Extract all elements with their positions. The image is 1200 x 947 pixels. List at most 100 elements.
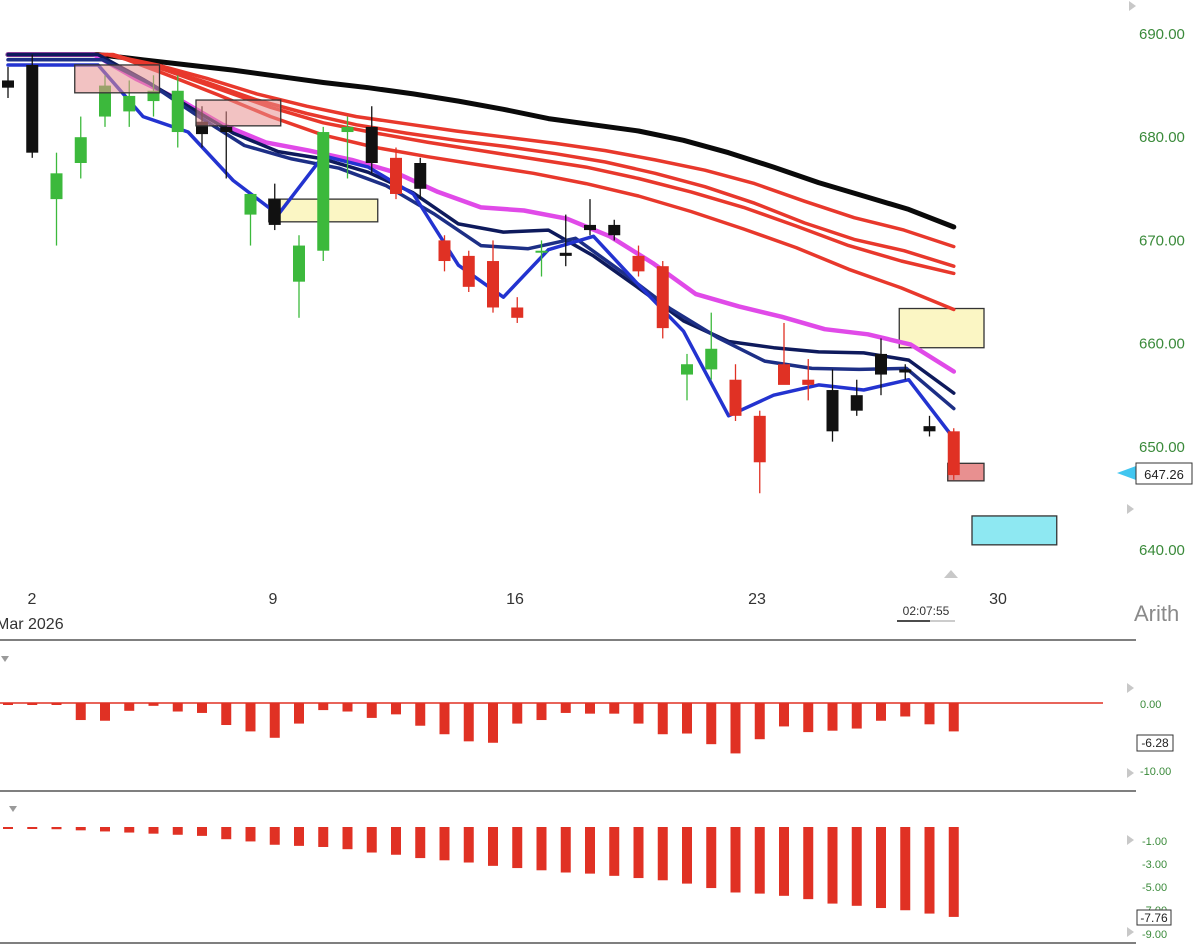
osc2-bar — [245, 827, 256, 842]
osc2-bar — [779, 827, 789, 896]
price-panel[interactable] — [2, 52, 1058, 546]
candle — [365, 106, 378, 174]
price-tick: 640.00 — [1139, 542, 1185, 559]
triangle-left-icon — [1127, 835, 1134, 845]
osc2-bar — [948, 827, 959, 917]
scale-mode-button[interactable]: Arith — [1134, 601, 1179, 626]
osc1-bar — [269, 703, 280, 738]
candle-body — [947, 431, 960, 476]
price-axis[interactable]: 690.00 680.00 670.00 660.00 650.00 640.00 — [1139, 26, 1185, 559]
candle-body — [826, 390, 839, 432]
osc2-bar — [585, 827, 595, 874]
osc2-bar — [633, 827, 644, 879]
osc2-bar — [269, 827, 280, 845]
candle — [414, 157, 427, 200]
candle-body — [705, 348, 718, 370]
osc1-bar — [560, 703, 571, 713]
osc1-bar — [682, 703, 692, 734]
candle — [875, 338, 887, 396]
yellow-zone — [898, 307, 985, 349]
triangle-up-icon[interactable] — [944, 570, 958, 578]
osc1-bar — [148, 703, 159, 706]
osc2-last-value-box — [1136, 909, 1172, 926]
osc2-bar — [463, 827, 474, 863]
collapse-arrow-icon[interactable] — [9, 806, 17, 812]
candle-body — [293, 245, 305, 282]
oscillator-1-panel[interactable]: 0.00 -10.00 -6.28 — [0, 683, 1174, 778]
candle — [487, 240, 499, 313]
osc2-bar — [366, 827, 377, 853]
osc2-bar — [3, 827, 13, 829]
osc1-bar — [585, 703, 595, 714]
osc2-bar — [148, 827, 159, 834]
osc2-bar — [609, 827, 620, 876]
price-axis-scroll-arrow[interactable] — [1127, 504, 1134, 514]
osc1-bar — [730, 703, 741, 754]
ma-line-2 — [6, 52, 956, 249]
osc2-bar — [803, 827, 814, 900]
candle-body — [608, 224, 621, 236]
candle-body — [123, 95, 136, 112]
osc1-bar — [294, 703, 304, 724]
osc1-bar — [633, 703, 644, 724]
osc1-bar — [754, 703, 765, 740]
osc2-bar — [124, 827, 135, 833]
oscillator-2-panel[interactable]: -1.00 -3.00 -5.00 -7.00 -9.00 -7.76 — [3, 827, 1172, 941]
candle — [923, 415, 936, 437]
osc1-bar — [391, 703, 401, 715]
ma-line-5 — [6, 52, 956, 312]
osc1-bar — [463, 703, 474, 742]
candle — [559, 214, 572, 267]
candle-body — [414, 163, 427, 189]
collapse-arrow-icon[interactable] — [1, 656, 9, 662]
osc1-bar — [75, 703, 86, 721]
candle — [50, 152, 63, 246]
candle-body — [147, 90, 160, 102]
osc2-tick: -5.00 — [1142, 882, 1167, 894]
candle-body — [632, 255, 645, 272]
osc2-bar — [682, 827, 692, 884]
osc1-bar — [221, 703, 232, 726]
osc2-bar — [827, 827, 838, 904]
osc1-last-value: -6.28 — [1141, 736, 1169, 750]
candle-body — [74, 137, 87, 163]
candle-body — [365, 126, 378, 163]
osc1-bar — [318, 703, 329, 711]
osc2-bar — [51, 827, 62, 830]
bar-countdown: 02:07:55 — [903, 604, 950, 618]
osc1-bar — [439, 703, 450, 735]
red-zone — [195, 99, 282, 127]
candle — [947, 428, 960, 480]
osc1-bar — [366, 703, 377, 718]
triangle-left-icon — [1129, 1, 1136, 11]
zones-front-layer — [74, 64, 282, 127]
oscillator-1-bars — [3, 703, 959, 754]
osc2-bar — [100, 827, 110, 832]
candle — [705, 312, 718, 380]
candle — [74, 116, 87, 179]
price-axis-scroll-arrow[interactable] — [1129, 1, 1136, 11]
osc1-bar — [803, 703, 814, 733]
osc2-bar — [657, 827, 668, 881]
candle-body — [875, 353, 887, 375]
price-tick: 650.00 — [1139, 439, 1185, 456]
candle — [268, 183, 281, 231]
triangle-left-icon — [1127, 504, 1134, 514]
osc2-bar — [488, 827, 498, 866]
candle-body — [899, 369, 912, 373]
candle — [438, 235, 451, 272]
candle — [26, 54, 39, 158]
osc2-bar — [851, 827, 862, 906]
triangle-left-icon — [1127, 768, 1134, 778]
osc2-bar — [536, 827, 547, 871]
candle-body — [656, 266, 669, 329]
candle — [244, 193, 257, 246]
candle-body — [438, 240, 451, 262]
candle-body — [244, 193, 257, 215]
candle — [584, 199, 596, 236]
date-axis[interactable]: 2 9 16 23 30 Mar 2026 02:07:55 — [0, 570, 1007, 633]
candle — [608, 219, 621, 241]
osc1-bar — [488, 703, 498, 743]
ma-line-1 — [5, 52, 957, 230]
